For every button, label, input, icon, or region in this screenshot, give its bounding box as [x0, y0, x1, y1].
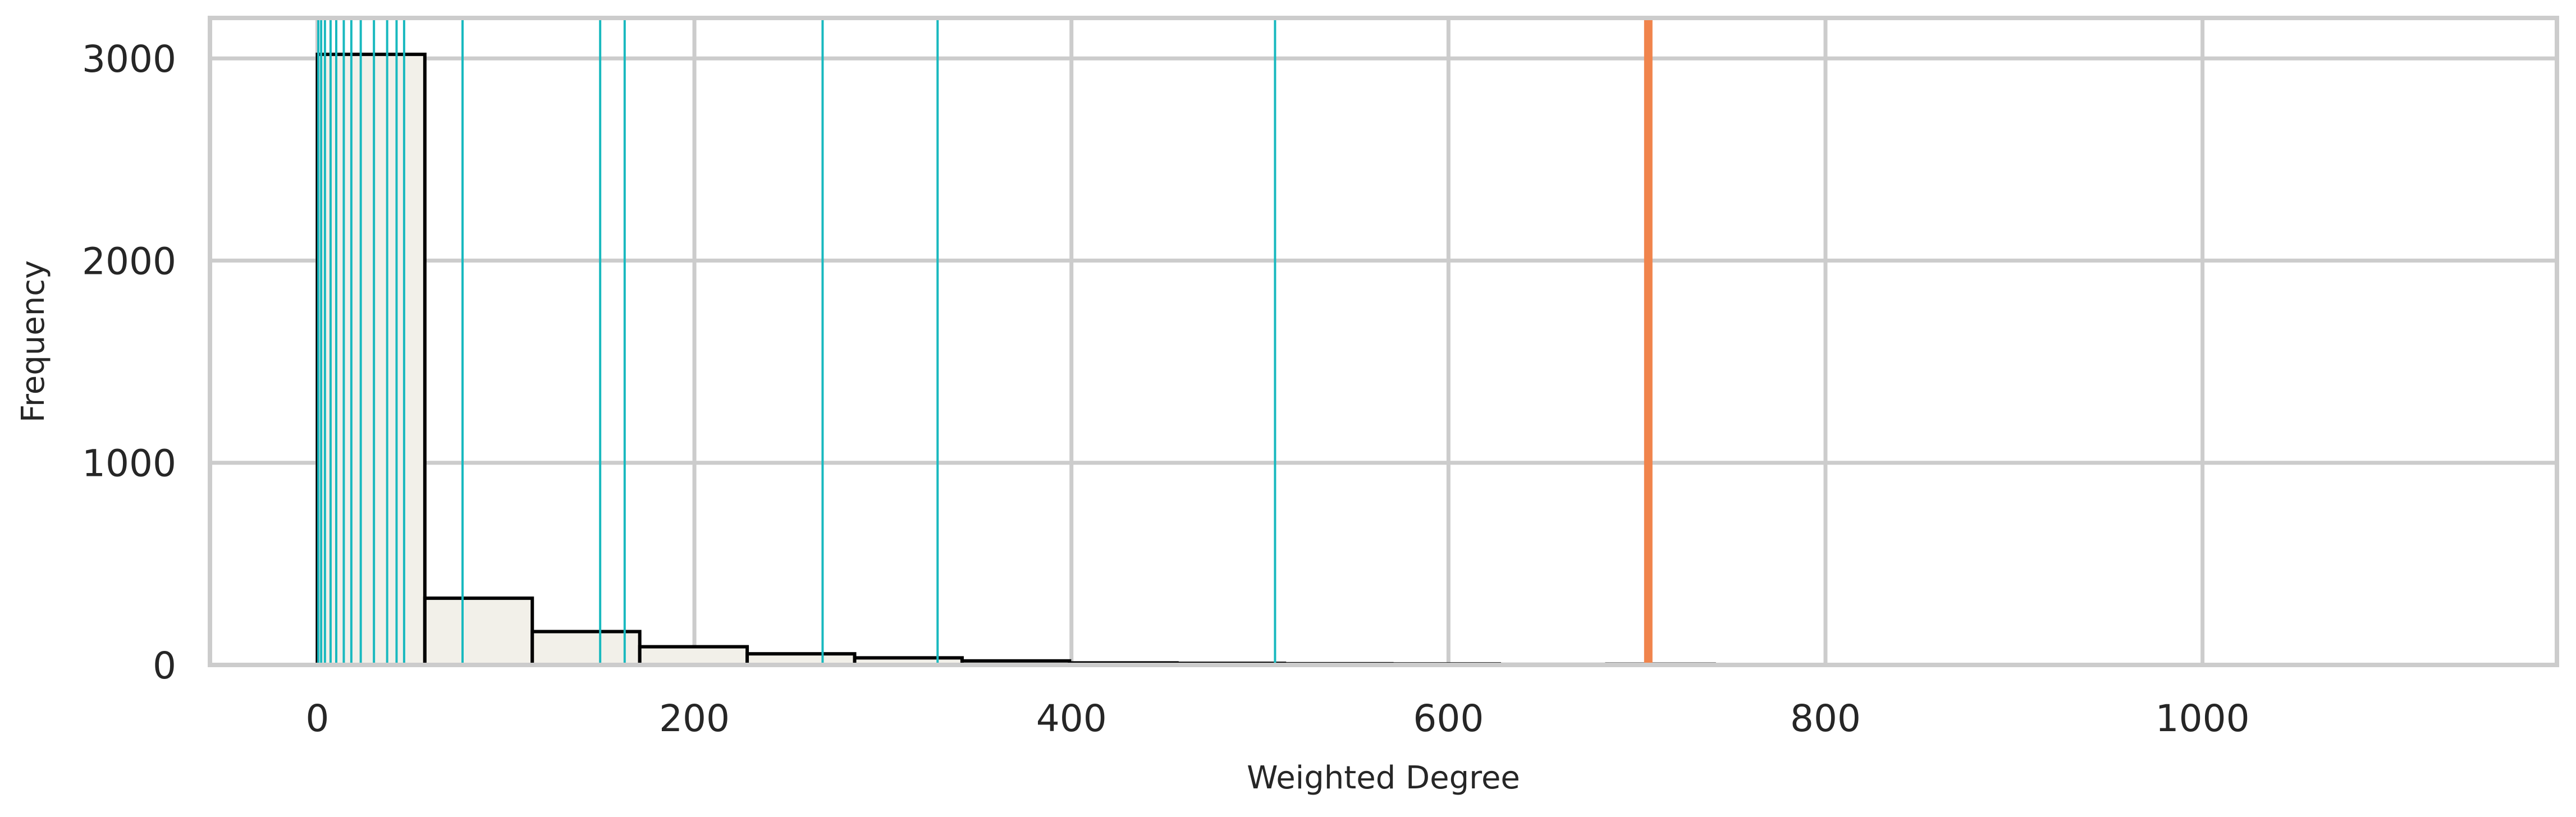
grid-lines [210, 18, 2557, 665]
x-axis-label: Weighted Degree [1247, 760, 1520, 796]
histogram-bar [317, 54, 424, 665]
reference-lines [318, 18, 1275, 665]
y-tick-labels: 0 1000 2000 3000 [82, 38, 176, 687]
y-tick-label: 3000 [82, 38, 176, 81]
y-tick-label: 0 [153, 644, 176, 687]
y-tick-label: 2000 [82, 240, 176, 283]
x-tick-label: 600 [1413, 697, 1484, 740]
x-tick-label: 1000 [2156, 697, 2250, 740]
x-tick-label: 400 [1036, 697, 1107, 740]
x-tick-labels: 0 200 400 600 800 1000 [305, 697, 2249, 740]
x-tick-label: 200 [659, 697, 730, 740]
y-tick-label: 1000 [82, 442, 176, 485]
x-tick-label: 800 [1790, 697, 1861, 740]
histogram-bar [640, 647, 747, 665]
histogram-bars [317, 54, 2466, 665]
x-tick-label: 0 [305, 697, 329, 740]
y-axis-label: Frequency [15, 260, 52, 423]
histogram-bar [425, 598, 532, 665]
plot-frame [210, 18, 2557, 665]
